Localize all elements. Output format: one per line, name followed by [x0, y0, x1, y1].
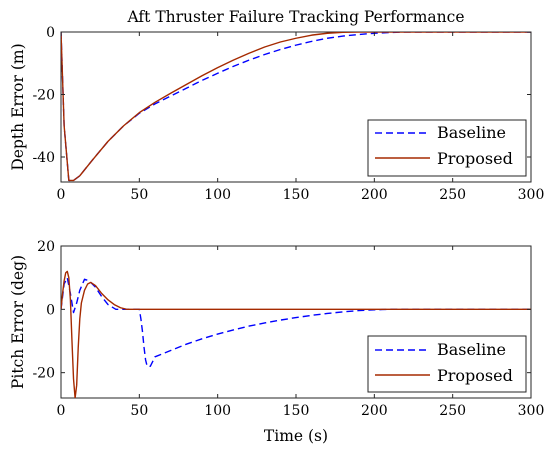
pitch-ytick-label: 20 [37, 239, 55, 255]
pitch-xtick-label: 250 [439, 403, 466, 419]
pitch-plot-layer [61, 270, 531, 398]
pitch-error-panel: 0 50 100 150 200 250 300 200-20 Time (s) Pitch… [9, 239, 544, 445]
depth-xtick-label: 300 [518, 187, 545, 203]
depth-xtick-label: 250 [439, 187, 466, 203]
pitch-legend-proposed-label: Proposed [437, 366, 513, 385]
depth-ytick-label: 0 [46, 25, 55, 41]
depth-error-panel: 0 50 100 150 200 250 300 0 -20 -40 Aft Thruster … [9, 8, 544, 203]
pitch-legend: Baseline Proposed [367, 335, 527, 393]
depth-series-baseline-line [61, 32, 531, 182]
depth-chart-title: Aft Thruster Failure Tracking Performanc… [127, 8, 465, 26]
depth-xtick-label: 100 [204, 187, 231, 203]
pitch-xtick-label: 200 [361, 403, 388, 419]
depth-ytick-label: -40 [32, 150, 55, 166]
depth-y-axis-label: Depth Error (m) [9, 43, 27, 170]
depth-xtick-label: 150 [283, 187, 310, 203]
depth-xtick-label: 200 [361, 187, 388, 203]
pitch-x-axis-label: Time (s) [264, 427, 328, 445]
pitch-yticks: 20 0 -20 [32, 239, 531, 382]
pitch-xtick-label: 150 [283, 403, 310, 419]
pitch-legend-baseline-label: Baseline [437, 340, 506, 359]
pitch-y-axis-label: Pitch Error (deg) [9, 255, 27, 389]
depth-legend-baseline-label: Baseline [437, 123, 506, 142]
depth-series-proposed-line [61, 32, 531, 182]
depth-legend-box [367, 119, 527, 177]
pitch-ytick-label: 0 [46, 302, 55, 318]
depth-xticks: 0 50 100 150 200 250 300 [57, 32, 545, 203]
pitch-xtick-label: 300 [518, 403, 545, 419]
depth-legend: Baseline Proposed [367, 119, 527, 177]
pitch-xtick-label: 100 [204, 403, 231, 419]
pitch-xticks: 0 50 100 150 200 250 300 [57, 246, 545, 419]
pitch-xtick-label: 50 [130, 403, 148, 419]
depth-xtick-label: 50 [130, 187, 148, 203]
depth-yticks: 0 -20 -40 [32, 25, 531, 166]
pitch-series-proposed-line [61, 270, 531, 398]
pitch-xtick-label: 0 [57, 403, 66, 419]
depth-legend-proposed-label: Proposed [437, 149, 513, 168]
pitch-ytick-label: -20 [32, 366, 55, 382]
depth-xtick-label: 0 [57, 187, 66, 203]
depth-ytick-label: -20 [32, 88, 55, 104]
pitch-series-baseline-line [61, 276, 531, 368]
depth-plot-layer [61, 32, 531, 182]
pitch-legend-box [367, 335, 527, 393]
